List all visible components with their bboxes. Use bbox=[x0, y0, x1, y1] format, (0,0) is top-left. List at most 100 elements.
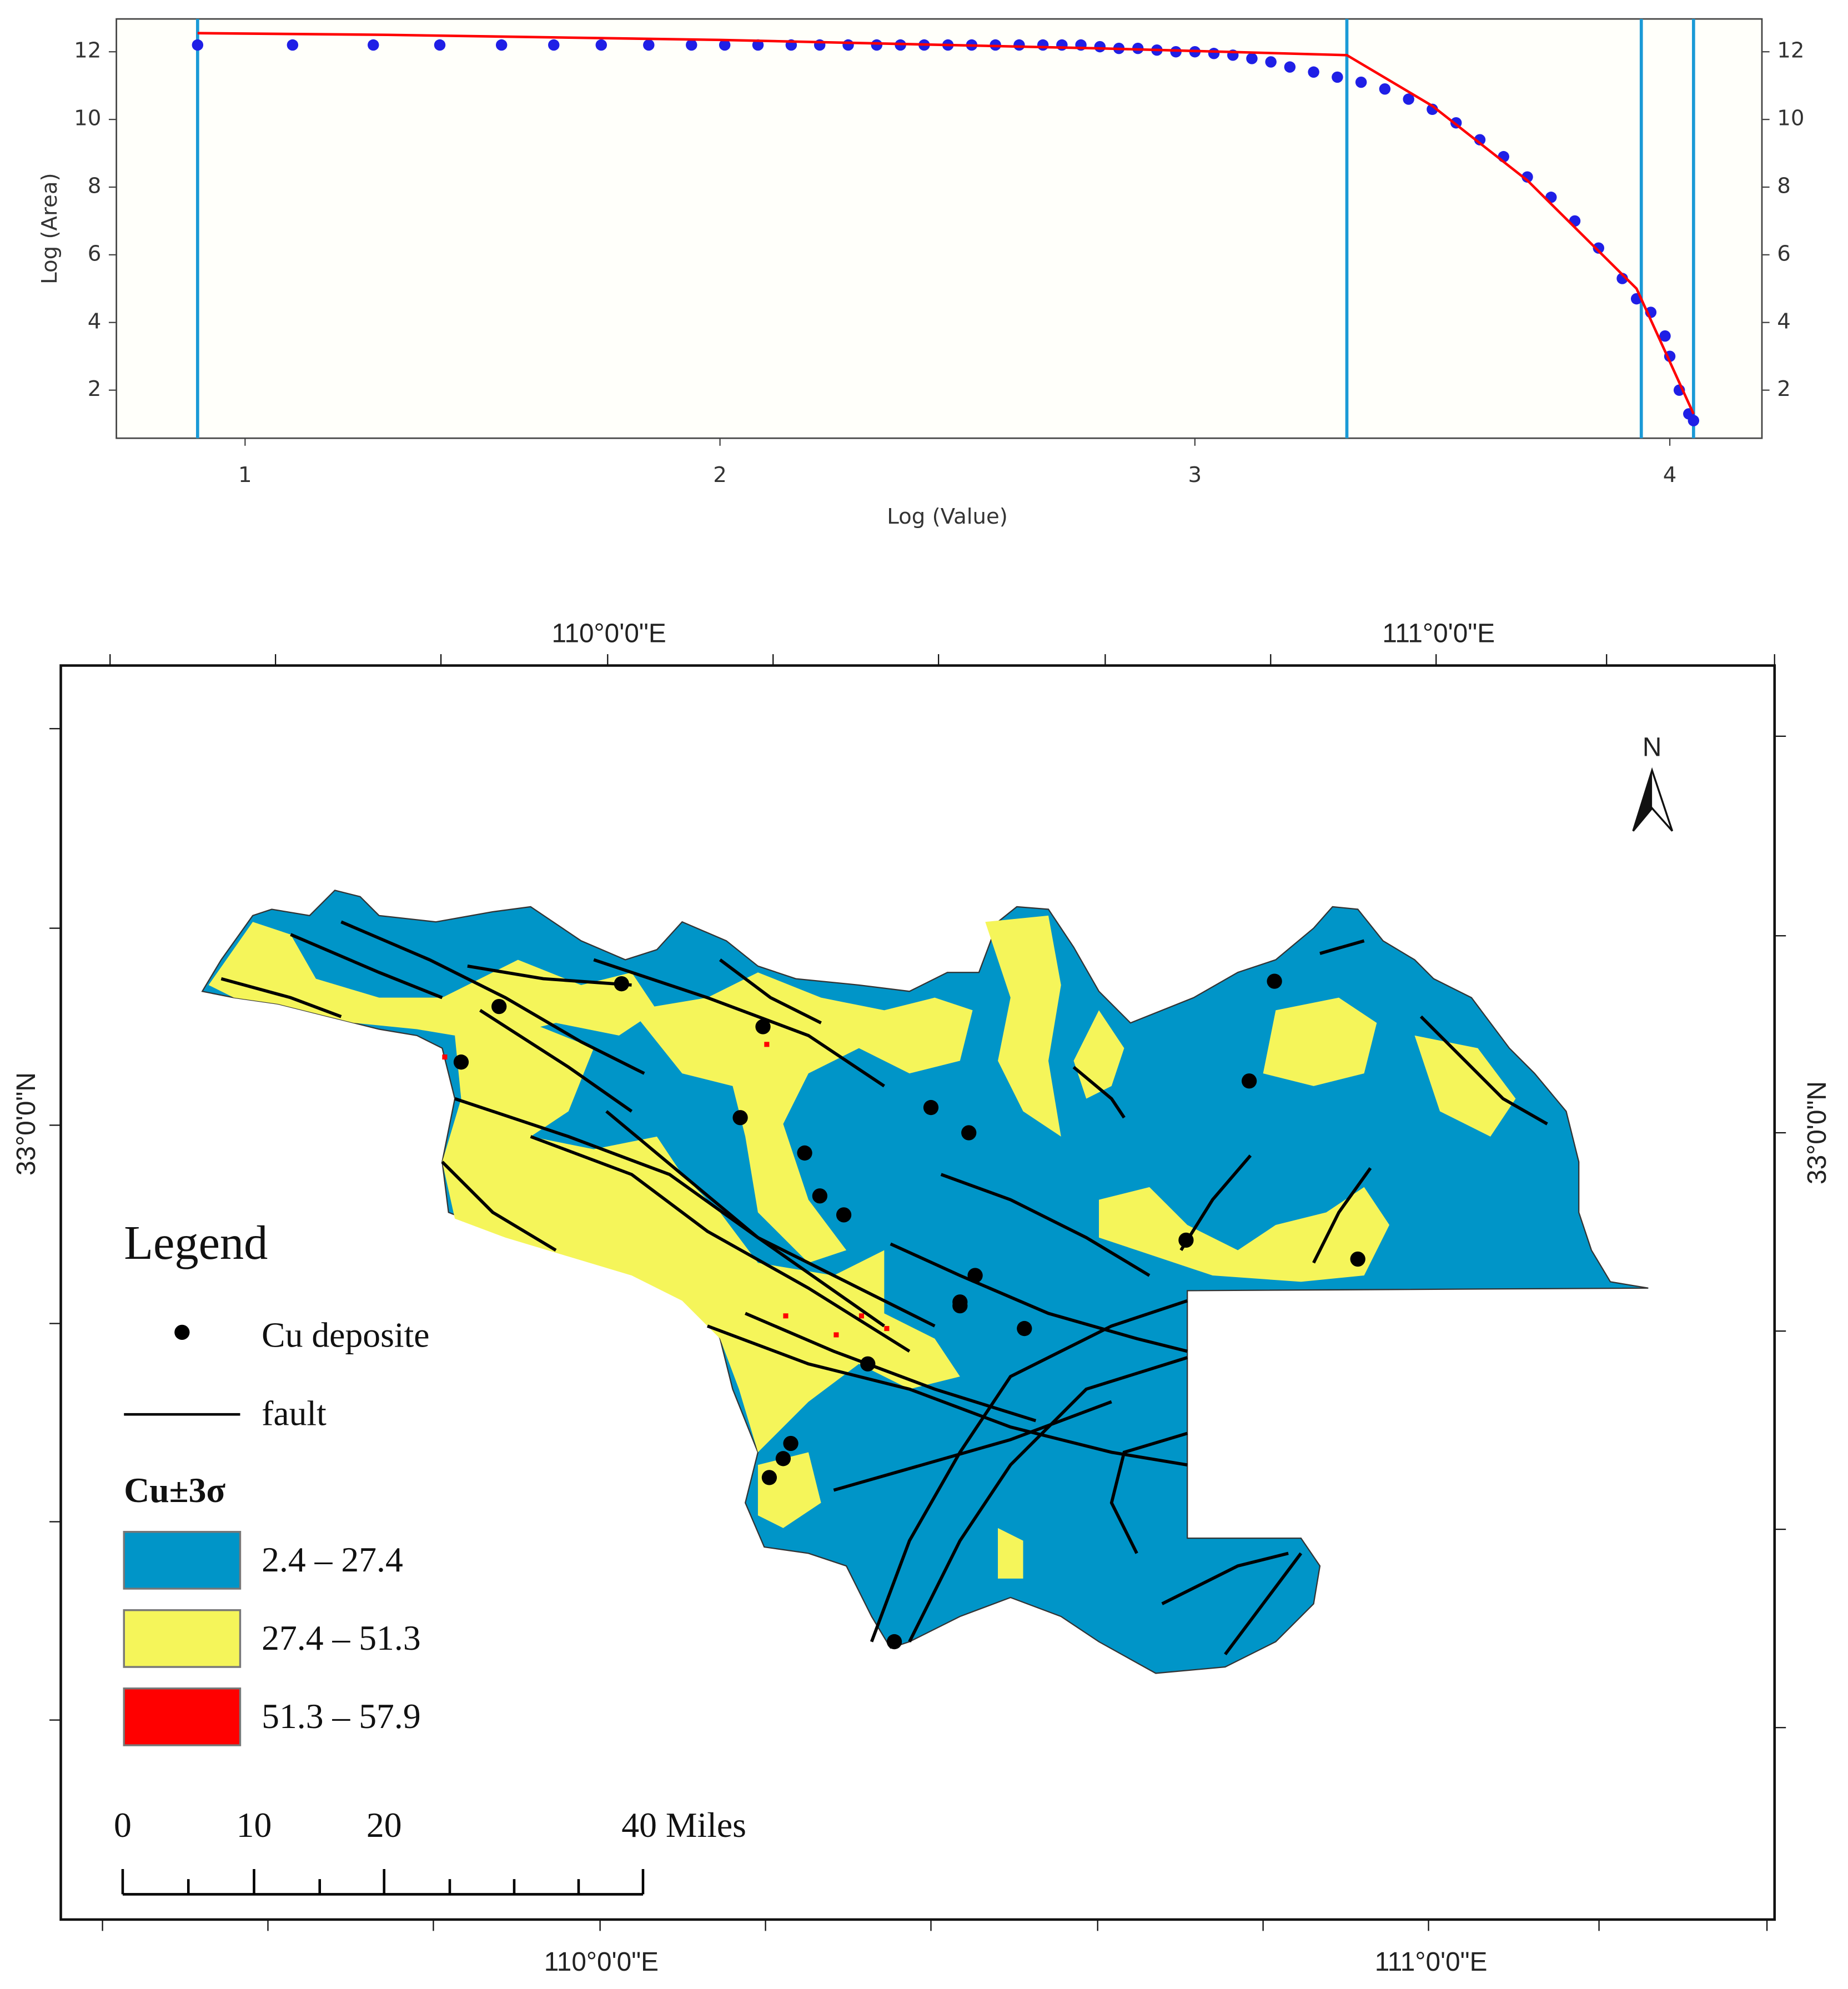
region-high bbox=[884, 1326, 890, 1332]
cu-deposit bbox=[755, 1019, 771, 1034]
region-high bbox=[783, 1313, 789, 1319]
fault bbox=[1109, 1432, 1188, 1554]
cu-deposit bbox=[860, 1356, 876, 1372]
cu-deposit bbox=[732, 1110, 748, 1126]
region-high bbox=[442, 1054, 448, 1060]
data-point bbox=[1037, 39, 1049, 51]
data-point bbox=[1246, 53, 1258, 64]
data-point bbox=[1332, 71, 1343, 83]
region-high bbox=[764, 1042, 770, 1047]
fault bbox=[1072, 1066, 1126, 1119]
fault bbox=[290, 933, 443, 999]
fault bbox=[1179, 1154, 1252, 1252]
region-mid bbox=[208, 922, 657, 1036]
region-mid bbox=[442, 1023, 960, 1453]
fault bbox=[940, 1173, 1151, 1277]
region-high bbox=[858, 1313, 864, 1319]
legend-class-swatch bbox=[123, 1687, 242, 1746]
legend-class-swatch bbox=[123, 1531, 242, 1590]
data-point bbox=[1593, 242, 1605, 254]
y2-tick-label: 4 bbox=[1777, 309, 1791, 334]
fit-line bbox=[197, 32, 1695, 415]
legend-title: Legend bbox=[124, 1216, 268, 1269]
cu-deposit bbox=[1178, 1232, 1194, 1248]
data-point bbox=[1308, 66, 1319, 78]
cu-deposit bbox=[491, 998, 507, 1014]
fault bbox=[441, 1161, 557, 1252]
fault bbox=[890, 1242, 1188, 1353]
legend-deposit-symbol bbox=[174, 1324, 190, 1340]
data-point bbox=[871, 39, 883, 51]
legend-class-label: 27.4 – 51.3 bbox=[262, 1618, 421, 1658]
data-point bbox=[1094, 41, 1106, 53]
data-point bbox=[1659, 330, 1671, 342]
cu-deposit bbox=[1017, 1320, 1032, 1337]
data-point bbox=[1427, 103, 1438, 115]
cu-deposit bbox=[614, 976, 629, 992]
data-point bbox=[643, 39, 655, 51]
y2-tick-label: 10 bbox=[1777, 106, 1804, 131]
x-tick-label: 2 bbox=[713, 463, 727, 488]
region-mid bbox=[985, 915, 1061, 1137]
data-point bbox=[495, 39, 508, 51]
y-tick-label: 8 bbox=[88, 173, 102, 198]
cu-deposit bbox=[783, 1435, 799, 1451]
data-point bbox=[434, 39, 446, 51]
region-mid bbox=[1263, 997, 1377, 1086]
data-point bbox=[1208, 48, 1220, 59]
y-tick-label: 12 bbox=[74, 38, 101, 63]
data-point bbox=[1379, 83, 1391, 95]
plot-frame bbox=[116, 18, 1763, 439]
cu-deposit bbox=[775, 1451, 791, 1466]
data-point bbox=[1056, 39, 1068, 51]
scale-label: 20 bbox=[366, 1805, 402, 1845]
lon-label: 110°0'0"E bbox=[551, 619, 666, 649]
region-mid bbox=[757, 1452, 821, 1528]
x-tick-label: 1 bbox=[238, 463, 252, 488]
fault bbox=[467, 965, 632, 987]
data-point bbox=[842, 39, 854, 51]
cu-deposit bbox=[836, 1207, 852, 1223]
region-high bbox=[833, 1332, 839, 1338]
cu-deposit bbox=[886, 1634, 902, 1650]
cu-deposit bbox=[967, 1268, 983, 1283]
north-arrow-half bbox=[1633, 770, 1653, 831]
cu-deposit bbox=[1350, 1251, 1365, 1267]
data-point bbox=[719, 39, 731, 51]
fault bbox=[605, 1110, 885, 1328]
fault bbox=[745, 1312, 1037, 1423]
fault bbox=[1419, 1015, 1548, 1126]
y2-tick-label: 2 bbox=[1777, 376, 1791, 401]
data-point bbox=[192, 39, 204, 51]
cu-deposit bbox=[923, 1099, 939, 1116]
data-point bbox=[595, 39, 607, 51]
x-tick-label: 4 bbox=[1663, 463, 1677, 488]
data-point bbox=[1688, 415, 1700, 426]
legend-fault: fault bbox=[262, 1393, 327, 1433]
region-mid bbox=[1414, 1035, 1516, 1137]
fault bbox=[833, 1400, 1112, 1492]
fault bbox=[1319, 939, 1365, 955]
cu-deposit bbox=[961, 1125, 977, 1141]
y2-tick-label: 6 bbox=[1777, 241, 1791, 266]
lon-label: 111°0'0"E bbox=[1382, 619, 1495, 649]
lon-label: 111°0'0"E bbox=[1375, 1947, 1488, 1977]
cu-deposit bbox=[761, 1470, 777, 1485]
legend-class-label: 51.3 – 57.9 bbox=[262, 1696, 421, 1736]
data-point bbox=[287, 39, 299, 51]
fault bbox=[1224, 1552, 1303, 1656]
data-point bbox=[1284, 61, 1296, 73]
fault bbox=[1161, 1551, 1289, 1605]
lat-label: 33°0'0"N bbox=[1802, 1081, 1832, 1184]
cu-deposit bbox=[1241, 1073, 1257, 1089]
fault bbox=[593, 958, 885, 1088]
data-point bbox=[1013, 39, 1025, 51]
cu-deposit bbox=[812, 1188, 828, 1204]
y-tick-label: 2 bbox=[88, 376, 102, 401]
y2-tick-label: 8 bbox=[1777, 173, 1791, 198]
fault bbox=[220, 977, 342, 1018]
y-tick-label: 4 bbox=[88, 309, 102, 334]
